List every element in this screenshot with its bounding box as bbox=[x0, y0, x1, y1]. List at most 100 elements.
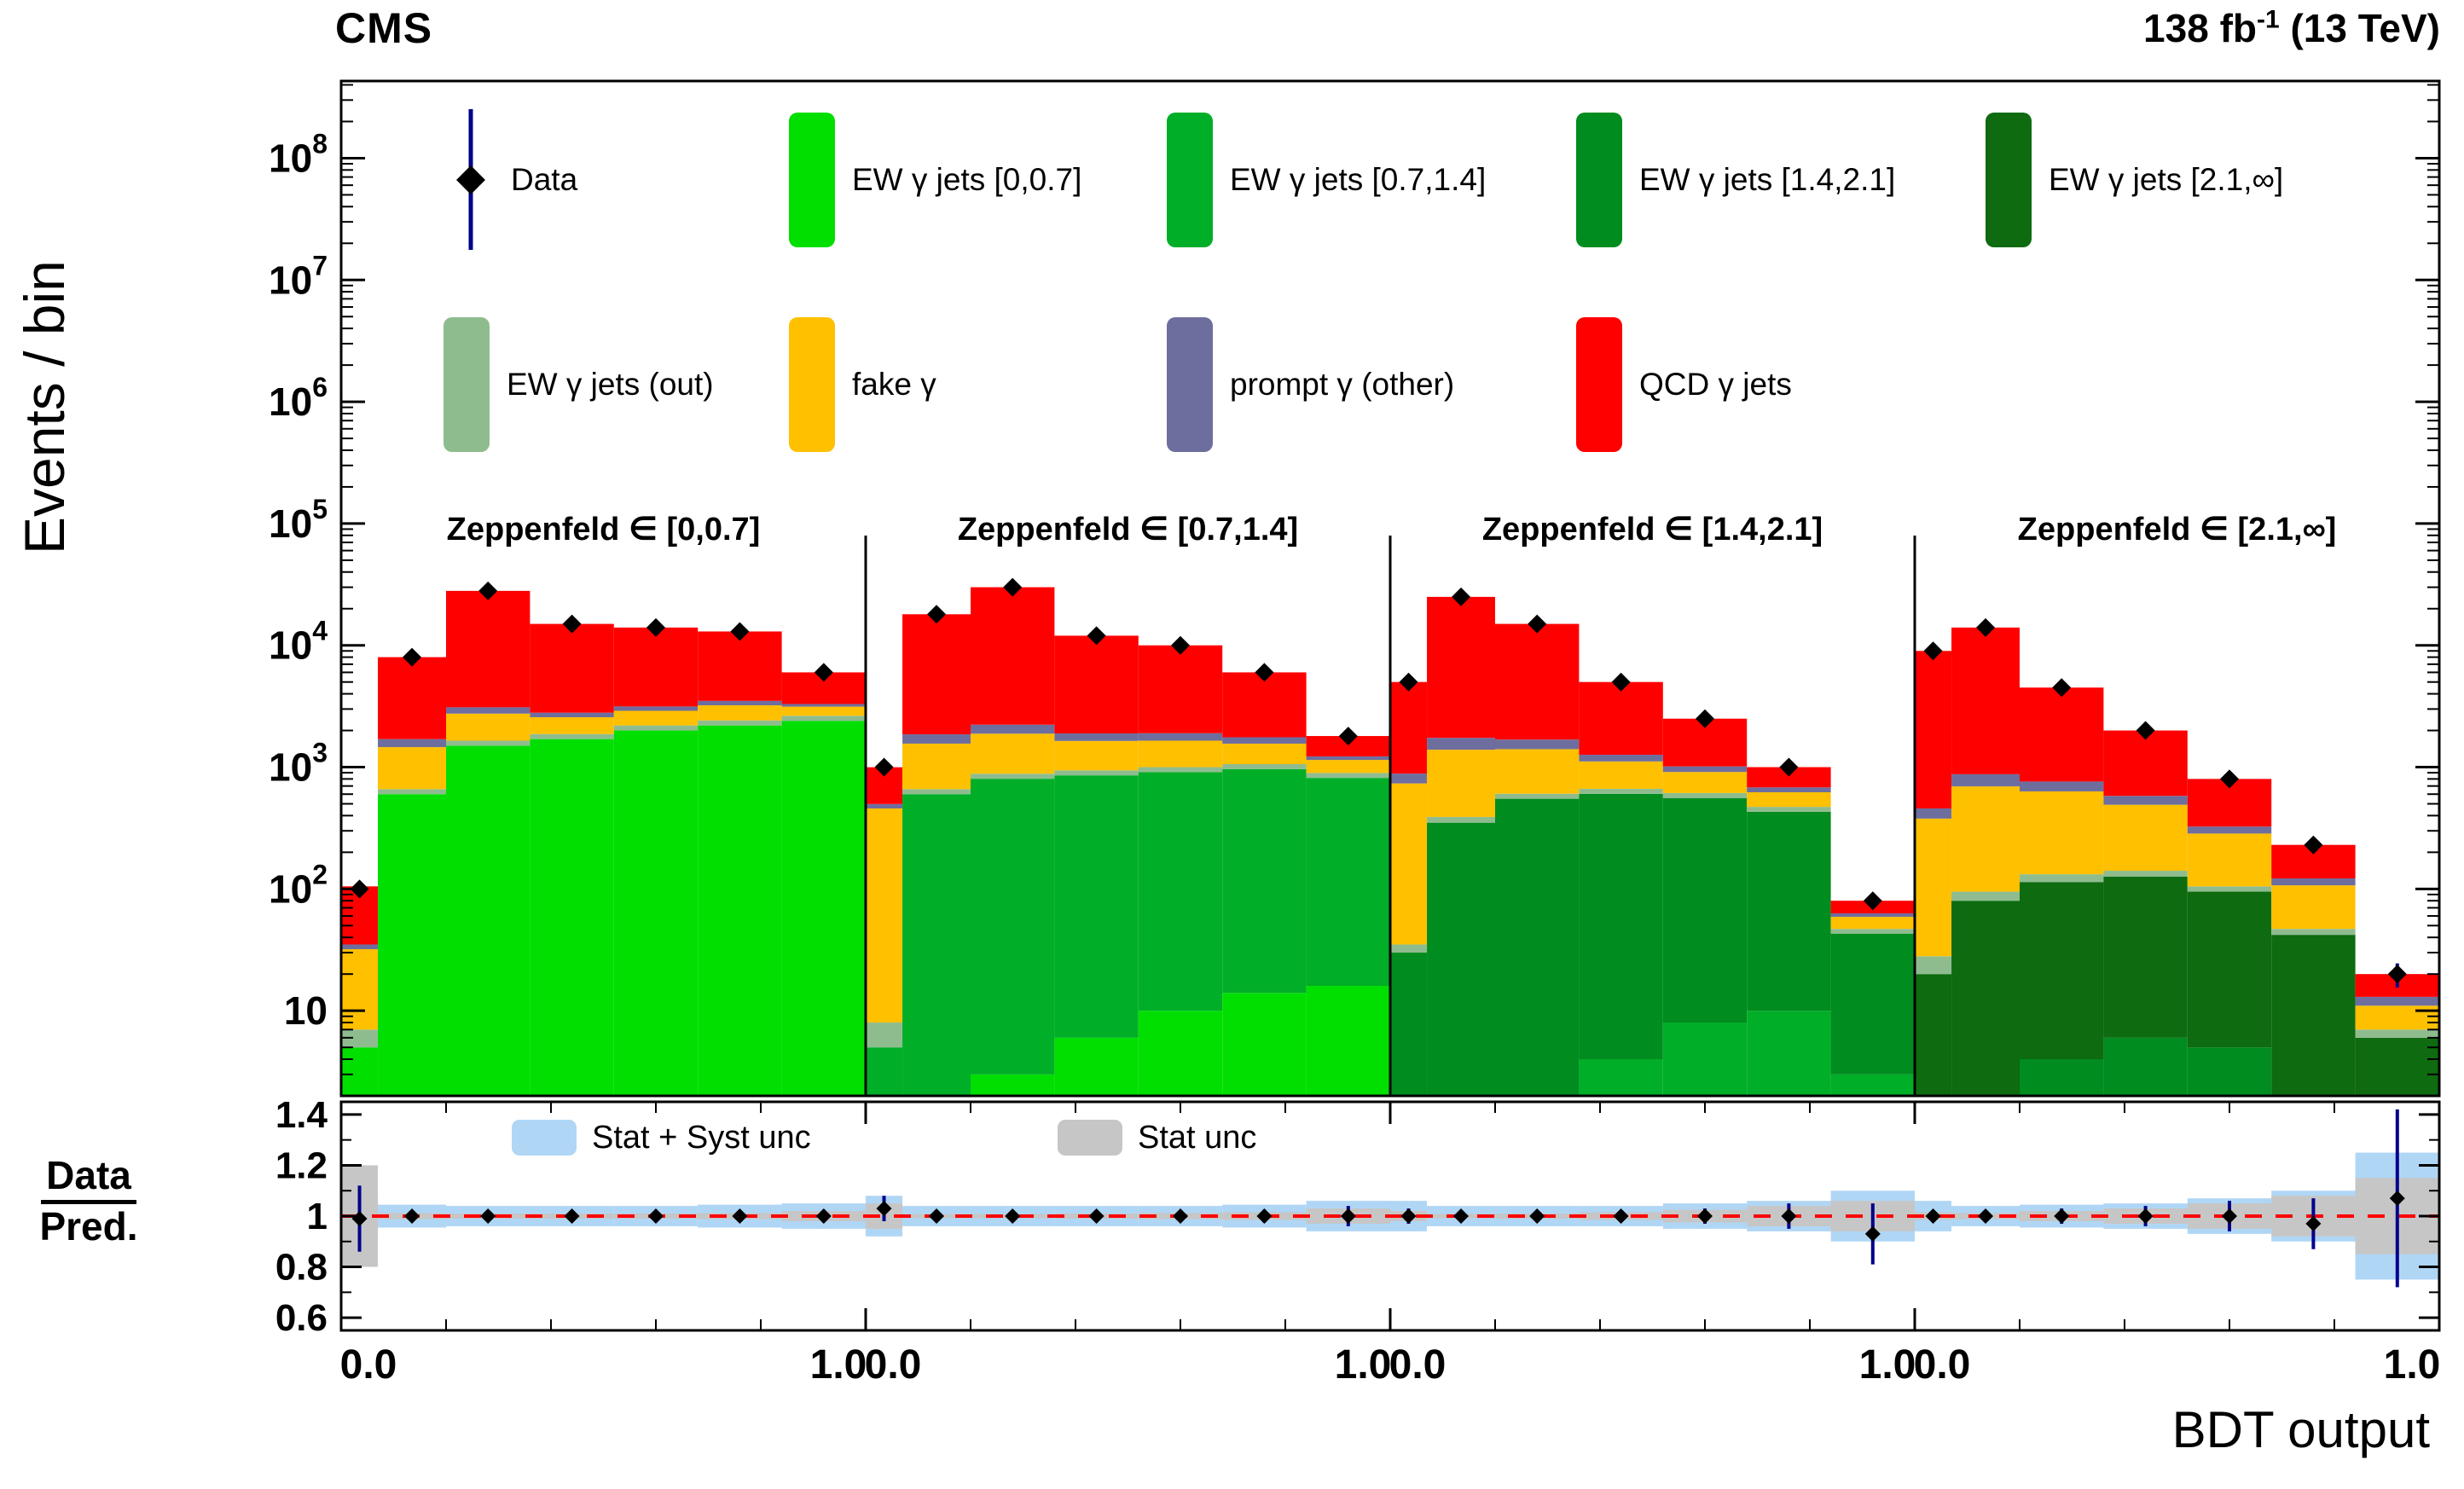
ratio-point bbox=[1088, 1208, 1104, 1224]
stack-segment bbox=[1390, 681, 1428, 774]
data-point bbox=[1923, 641, 1943, 661]
stack-segment bbox=[2020, 1059, 2104, 1096]
stack-segment bbox=[902, 734, 971, 744]
swatch-ew-21-inf bbox=[1986, 112, 2032, 247]
stack-segment bbox=[902, 789, 971, 795]
stack-segment bbox=[530, 733, 614, 739]
stack-segment bbox=[2187, 833, 2272, 887]
stack-segment bbox=[698, 700, 782, 706]
legend-label-ew-14-21: EW γ jets [1.4,2.1] bbox=[1639, 161, 1896, 197]
stack-segment bbox=[530, 712, 614, 718]
stack-segment bbox=[781, 721, 866, 1096]
stack-segment bbox=[1830, 929, 1915, 934]
swatch-qcd bbox=[1576, 316, 1622, 452]
ratio-point bbox=[2222, 1208, 2237, 1224]
stack-segment bbox=[2020, 874, 2104, 883]
stack-segment bbox=[1427, 816, 1495, 823]
stack-segment bbox=[1138, 733, 1223, 741]
stack-segment bbox=[698, 631, 782, 701]
swatch-stat bbox=[1058, 1120, 1122, 1156]
y-tick-label: 103 bbox=[269, 738, 328, 790]
stack-segment bbox=[2020, 781, 2104, 792]
x-tick-label: 0.0 bbox=[1389, 1342, 1447, 1388]
main-plot-frame bbox=[339, 79, 2441, 1098]
stack-segment bbox=[1427, 750, 1495, 817]
stack-segment bbox=[971, 779, 1055, 1075]
stack-segment bbox=[2187, 826, 2272, 834]
stack-segment bbox=[1747, 807, 1831, 812]
stack-segment bbox=[1054, 1037, 1139, 1096]
swatch-ew-14-21 bbox=[1576, 112, 1622, 247]
legend-entry-fake: fake γ bbox=[789, 314, 936, 455]
stack-segment bbox=[866, 803, 903, 808]
swatch-ew-0-07 bbox=[789, 112, 835, 247]
stack-segment bbox=[1390, 783, 1428, 945]
swatch-fake bbox=[789, 316, 835, 452]
panel-title-1: Zeppenfeld ∈ [0,0.7] bbox=[446, 512, 761, 548]
y-axis-ticks: 108 107 106 105 104 103 102 10 bbox=[269, 84, 2439, 1075]
legend-entry-ew-0-07: EW γ jets [0,0.7] bbox=[789, 109, 1081, 250]
ratio-point bbox=[1529, 1208, 1545, 1224]
ratio-point bbox=[1340, 1208, 1356, 1224]
stack-segment bbox=[2103, 877, 2188, 1038]
data-point bbox=[814, 663, 833, 682]
stack-segment bbox=[1579, 793, 1663, 1060]
stack-segment bbox=[378, 794, 446, 1096]
panel-title-3: Zeppenfeld ∈ [1.4,2.1] bbox=[1481, 512, 1823, 548]
stack-segment bbox=[1222, 763, 1307, 769]
stack-segment bbox=[1830, 917, 1915, 930]
swatch-prompt bbox=[1167, 316, 1213, 452]
stack-segment bbox=[971, 587, 1055, 725]
stack-segment bbox=[1054, 740, 1139, 771]
stack-segment bbox=[1915, 651, 1952, 808]
ratio-tick-label: 1 bbox=[307, 1196, 328, 1237]
stack-segment bbox=[341, 1047, 379, 1096]
legend-entry-ew-out: EW γ jets (out) bbox=[444, 314, 714, 455]
stack-segment bbox=[1495, 739, 1580, 750]
data-point bbox=[1338, 727, 1358, 746]
ratio-tick-label: 1.2 bbox=[275, 1144, 328, 1186]
data-point bbox=[2136, 721, 2155, 740]
panel-title-4: Zeppenfeld ∈ [2.1,∞] bbox=[2017, 512, 2337, 548]
stack-segment bbox=[1579, 1059, 1663, 1096]
y-axis-title: Events / bin bbox=[13, 260, 76, 554]
data-point bbox=[1976, 617, 1996, 637]
stack-segment bbox=[698, 705, 782, 721]
x-tick-label: 1.0 bbox=[810, 1342, 867, 1388]
stack-segment bbox=[2355, 1005, 2439, 1030]
ratio-point bbox=[2305, 1215, 2322, 1231]
stack-segment bbox=[781, 716, 866, 721]
swatch-stat-syst bbox=[512, 1120, 577, 1156]
stack-segment bbox=[1306, 778, 1390, 987]
stack-segment bbox=[1662, 1023, 1748, 1096]
stack-segment bbox=[1747, 787, 1831, 792]
stack-segment bbox=[1951, 891, 2020, 901]
stack-segment bbox=[1915, 956, 1952, 975]
x-tick-label: 0.0 bbox=[340, 1342, 397, 1388]
stack-segment bbox=[1054, 770, 1139, 776]
stack-segment bbox=[1830, 1074, 1915, 1096]
stack-segment bbox=[781, 704, 866, 707]
legend-entry-ew-14-21: EW γ jets [1.4,2.1] bbox=[1576, 109, 1895, 250]
y-tick-label: 107 bbox=[269, 250, 328, 302]
stack-segment bbox=[613, 710, 699, 726]
panel-title-2: Zeppenfeld ∈ [0.7,1.4] bbox=[957, 512, 1299, 548]
ratio-point bbox=[1005, 1208, 1021, 1224]
stack-segment bbox=[781, 706, 866, 716]
stack-segment bbox=[698, 725, 782, 1096]
ratio-point bbox=[1925, 1208, 1941, 1224]
stack-segment bbox=[341, 944, 379, 950]
ratio-axis-title: Data Pred. bbox=[22, 1153, 155, 1249]
stack-segment bbox=[1427, 738, 1495, 750]
stack-segment bbox=[1222, 744, 1307, 764]
stack-segment bbox=[2020, 882, 2104, 1060]
lumi-prefix: 138 fb bbox=[2143, 6, 2257, 50]
legend-label-ew-07-14: EW γ jets [0.7,1.4] bbox=[1230, 161, 1487, 197]
legend-label-fake: fake γ bbox=[852, 366, 936, 402]
stack-segment bbox=[378, 739, 446, 748]
stack-segment bbox=[341, 1029, 379, 1048]
stack-segment bbox=[1495, 623, 1580, 740]
stack-segment bbox=[2103, 871, 2188, 878]
stack-segment bbox=[971, 733, 1055, 774]
stack-segment bbox=[971, 724, 1055, 734]
